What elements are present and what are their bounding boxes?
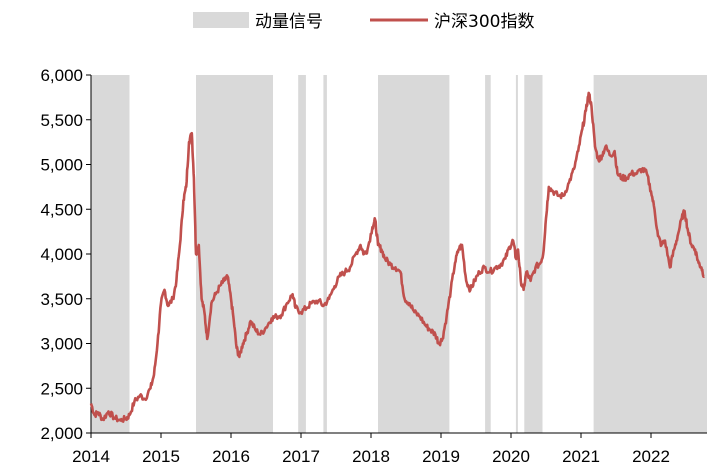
- y-tick-label: 2,000: [40, 424, 83, 443]
- x-tick-label: 2018: [352, 447, 390, 466]
- signal-band-2: [298, 75, 306, 433]
- series-group: [89, 91, 705, 423]
- x-tick-label: 2014: [72, 447, 110, 466]
- signal-band-3: [323, 75, 327, 433]
- y-tick-label: 5,000: [40, 156, 83, 175]
- signal-band-0: [91, 75, 130, 433]
- legend-label-hs300: 沪深300指数: [434, 12, 534, 32]
- y-tick-label: 4,500: [40, 200, 83, 219]
- y-tick-label: 3,000: [40, 335, 83, 354]
- legend: 动量信号 沪深300指数: [193, 12, 534, 32]
- signal-band-1: [196, 75, 273, 433]
- y-tick-label: 6,000: [40, 66, 83, 85]
- signal-bands-group: [91, 75, 707, 433]
- x-tick-label: 2022: [632, 447, 670, 466]
- axes-group: 2,000 2,500 3,000 3,500 4,000 4,500 5,000 5,500…: [40, 66, 707, 466]
- y-tick-label: 3,500: [40, 290, 83, 309]
- legend-swatch-signal: [193, 12, 249, 28]
- signal-band-7: [524, 75, 543, 433]
- signal-band-4: [378, 75, 450, 433]
- x-tick-label: 2015: [142, 447, 180, 466]
- x-tick-label: 2017: [282, 447, 320, 466]
- legend-label-signal: 动量信号: [255, 12, 323, 32]
- x-tick-label: 2021: [562, 447, 600, 466]
- y-tick-label: 5,500: [40, 111, 83, 130]
- x-tick-label: 2019: [422, 447, 460, 466]
- y-tick-label: 4,000: [40, 245, 83, 264]
- signal-band-8: [593, 75, 707, 433]
- x-tick-label: 2020: [492, 447, 530, 466]
- y-tick-label: 2,500: [40, 379, 83, 398]
- signal-band-5: [485, 75, 491, 433]
- x-tick-label: 2016: [212, 447, 250, 466]
